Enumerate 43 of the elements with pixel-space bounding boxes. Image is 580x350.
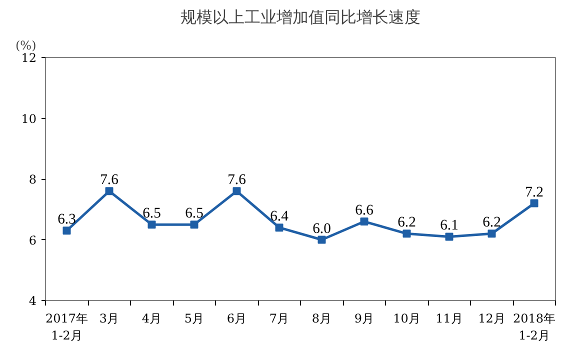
data-label: 7.6 — [100, 172, 118, 188]
data-label: 6.2 — [398, 214, 416, 231]
data-label: 6.5 — [185, 206, 204, 222]
point — [275, 224, 284, 232]
x-tick-label: 2018年 1-2月 — [512, 312, 556, 342]
data-label: 6.2 — [482, 214, 501, 231]
x-tick-label: 5月 — [184, 312, 204, 326]
data-label: 6.5 — [142, 206, 161, 222]
point — [360, 218, 368, 226]
point — [190, 220, 198, 229]
x-tick-label: 11月 — [436, 312, 463, 326]
y-tick-label: 12 — [21, 51, 37, 65]
data-label: 7.2 — [525, 184, 544, 200]
data-label: 6.4 — [270, 208, 290, 225]
point — [148, 220, 156, 229]
point — [402, 230, 411, 238]
data-label: 6.3 — [58, 212, 76, 228]
point — [105, 187, 114, 196]
y-tick-label: 10 — [21, 112, 37, 126]
chart-title: 规模以上工业增加值同比增长速度 — [180, 8, 420, 26]
y-tick-label: 4 — [28, 294, 37, 308]
x-tick-label: 4月 — [142, 312, 162, 326]
data-label: 6.1 — [440, 218, 458, 234]
point — [488, 230, 496, 238]
x-tick-label: 12月 — [478, 312, 506, 326]
point — [318, 236, 326, 244]
x-tick-label: 7月 — [269, 312, 290, 326]
x-tick-label: 2017年 1-2月 — [45, 312, 88, 342]
x-tick-label: 10月 — [393, 312, 420, 326]
point — [445, 232, 454, 241]
x-tick-label: 9月 — [354, 312, 374, 326]
data-label: 7.6 — [228, 172, 246, 188]
point — [232, 187, 241, 196]
y-tick-label: 6 — [28, 233, 37, 248]
x-tick-label: 8月 — [312, 312, 332, 326]
point — [530, 199, 538, 208]
data-label: 6.0 — [312, 220, 331, 237]
data-label: 6.6 — [355, 202, 374, 219]
y-axis-title: (%) — [16, 38, 36, 52]
point — [62, 226, 71, 235]
x-tick-label: 3月 — [99, 312, 120, 326]
x-tick-label: 6月 — [226, 312, 247, 326]
y-tick-label: 8 — [28, 172, 37, 186]
